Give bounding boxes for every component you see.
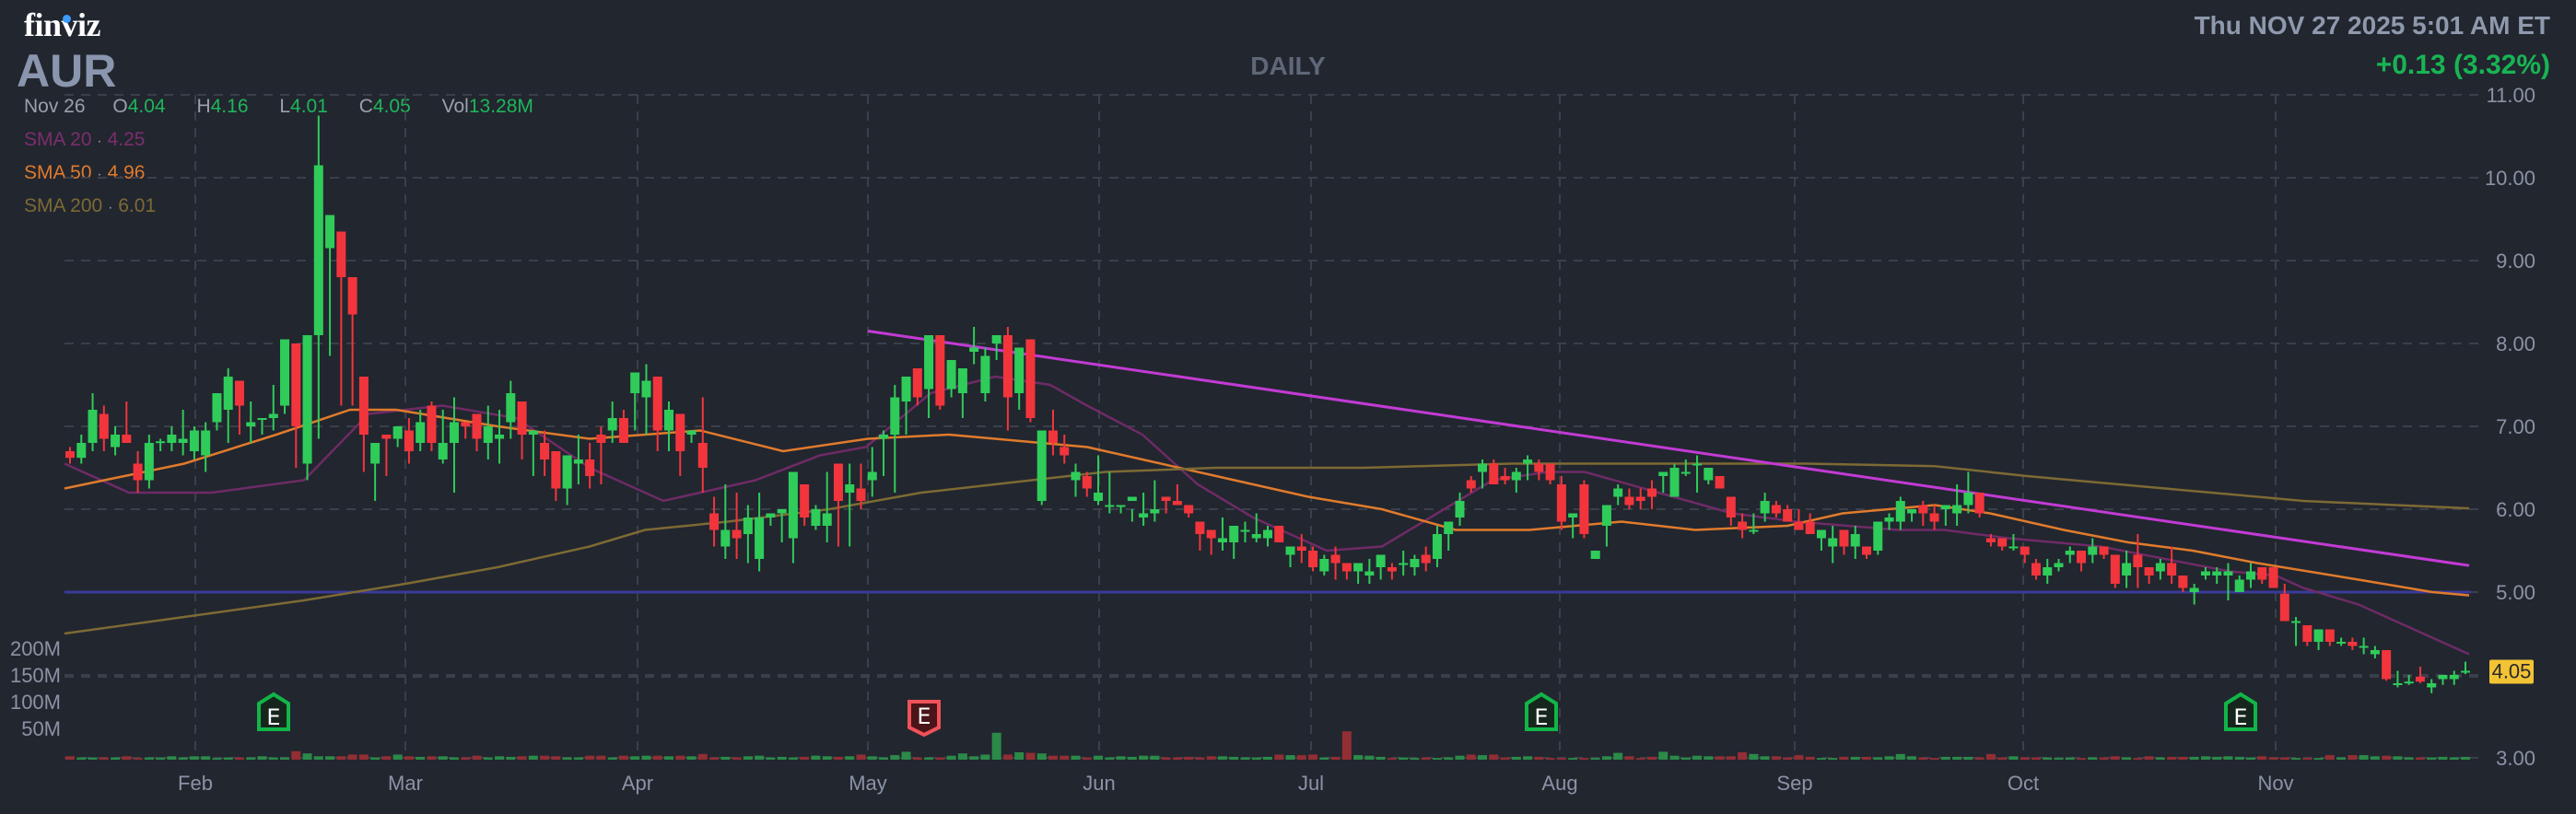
volume-axis: 200M 150M 100M 50M [10, 637, 61, 740]
svg-text:100M: 100M [10, 691, 61, 714]
svg-text:4.05: 4.05 [2492, 660, 2532, 683]
low-label: L [279, 96, 291, 117]
svg-text:E: E [1534, 704, 1548, 730]
moving-averages [64, 375, 2470, 656]
svg-text:Feb: Feb [178, 772, 213, 795]
sma50-line [64, 408, 2470, 597]
price-axis: 11.00 10.00 9.00 8.00 7.00 6.00 5.00 3.00 [2485, 84, 2535, 770]
svg-text:7.00: 7.00 [2496, 415, 2535, 438]
svg-text:Sep: Sep [1776, 772, 1812, 795]
logo-text: finviz [24, 6, 101, 43]
close-value: 4.05 [372, 96, 411, 117]
resistance-trendline [867, 330, 2470, 567]
svg-text:Apr: Apr [622, 772, 653, 795]
sma20-value: 4.25 [107, 129, 146, 150]
high-value: 4.16 [210, 96, 249, 117]
sma20-sep: · [97, 134, 102, 149]
sma200-value: 6.01 [118, 195, 157, 216]
datetime: Thu NOV 27 2025 5:01 AM ET [2194, 11, 2550, 40]
logo-dot-icon [63, 15, 71, 23]
high-label: H [196, 96, 211, 117]
price-change: +0.13 (3.32%) [2375, 50, 2550, 80]
grid-lines [64, 94, 2478, 760]
sma20-line [64, 375, 2470, 656]
candlesticks [65, 115, 2470, 693]
open-value: 4.04 [127, 96, 166, 117]
sma200-sep: · [108, 200, 113, 215]
svg-text:9.00: 9.00 [2496, 250, 2535, 273]
trendline[interactable] [867, 330, 2470, 567]
close-label: C [358, 96, 373, 117]
earnings-marker-icon [257, 692, 290, 731]
earnings-marker-icon [907, 700, 941, 738]
svg-text:3.00: 3.00 [2496, 747, 2535, 770]
sma20-label: SMA 20 [24, 129, 92, 150]
svg-text:10.00: 10.00 [2485, 167, 2535, 190]
volume-bars [65, 731, 2470, 760]
svg-text:Jun: Jun [1083, 772, 1115, 795]
ticker-symbol: AUR [17, 45, 117, 97]
svg-text:E: E [2233, 704, 2247, 730]
earnings-marker-icon [2224, 692, 2257, 731]
open-label: O [112, 96, 128, 117]
svg-text:8.00: 8.00 [2496, 332, 2535, 355]
sma50-label: SMA 50 [24, 162, 92, 183]
svg-text:May: May [849, 772, 887, 795]
svg-text:Nov: Nov [2257, 772, 2293, 795]
svg-text:11.00: 11.00 [2487, 84, 2535, 107]
sma50-sep: · [97, 167, 102, 182]
ohlc-date: Nov 26 [24, 96, 86, 117]
svg-text:6.00: 6.00 [2496, 498, 2535, 521]
svg-text:Oct: Oct [2008, 772, 2039, 795]
earnings-marker-icon [1525, 692, 1558, 731]
last-price-badge: 4.05 [2489, 659, 2534, 684]
finviz-logo[interactable]: finviz [24, 6, 101, 44]
sma200-label: SMA 200 [24, 195, 103, 216]
sma200-line [64, 462, 2470, 635]
svg-text:Mar: Mar [388, 772, 423, 795]
svg-text:Aug: Aug [1541, 772, 1577, 795]
ohlc-legend: Nov 26 O4.04 H4.16 L4.01 C4.05 Vol13.28M [24, 96, 559, 118]
volume-label: Vol [441, 96, 469, 117]
sma200-legend[interactable]: SMA 200 · 6.01 [24, 195, 156, 217]
svg-text:50M: 50M [21, 717, 61, 740]
svg-text:200M: 200M [10, 637, 61, 660]
svg-text:5.00: 5.00 [2496, 581, 2535, 604]
volume-value: 13.28M [468, 96, 533, 117]
svg-text:E: E [266, 704, 280, 730]
sma20-legend[interactable]: SMA 20 · 4.25 [24, 129, 145, 151]
svg-text:E: E [917, 704, 931, 729]
svg-text:150M: 150M [10, 664, 61, 687]
svg-text:Jul: Jul [1298, 772, 1324, 795]
low-value: 4.01 [290, 96, 328, 117]
time-axis: Feb Mar Apr May Jun Jul Aug Sep Oct Nov [178, 772, 2294, 795]
